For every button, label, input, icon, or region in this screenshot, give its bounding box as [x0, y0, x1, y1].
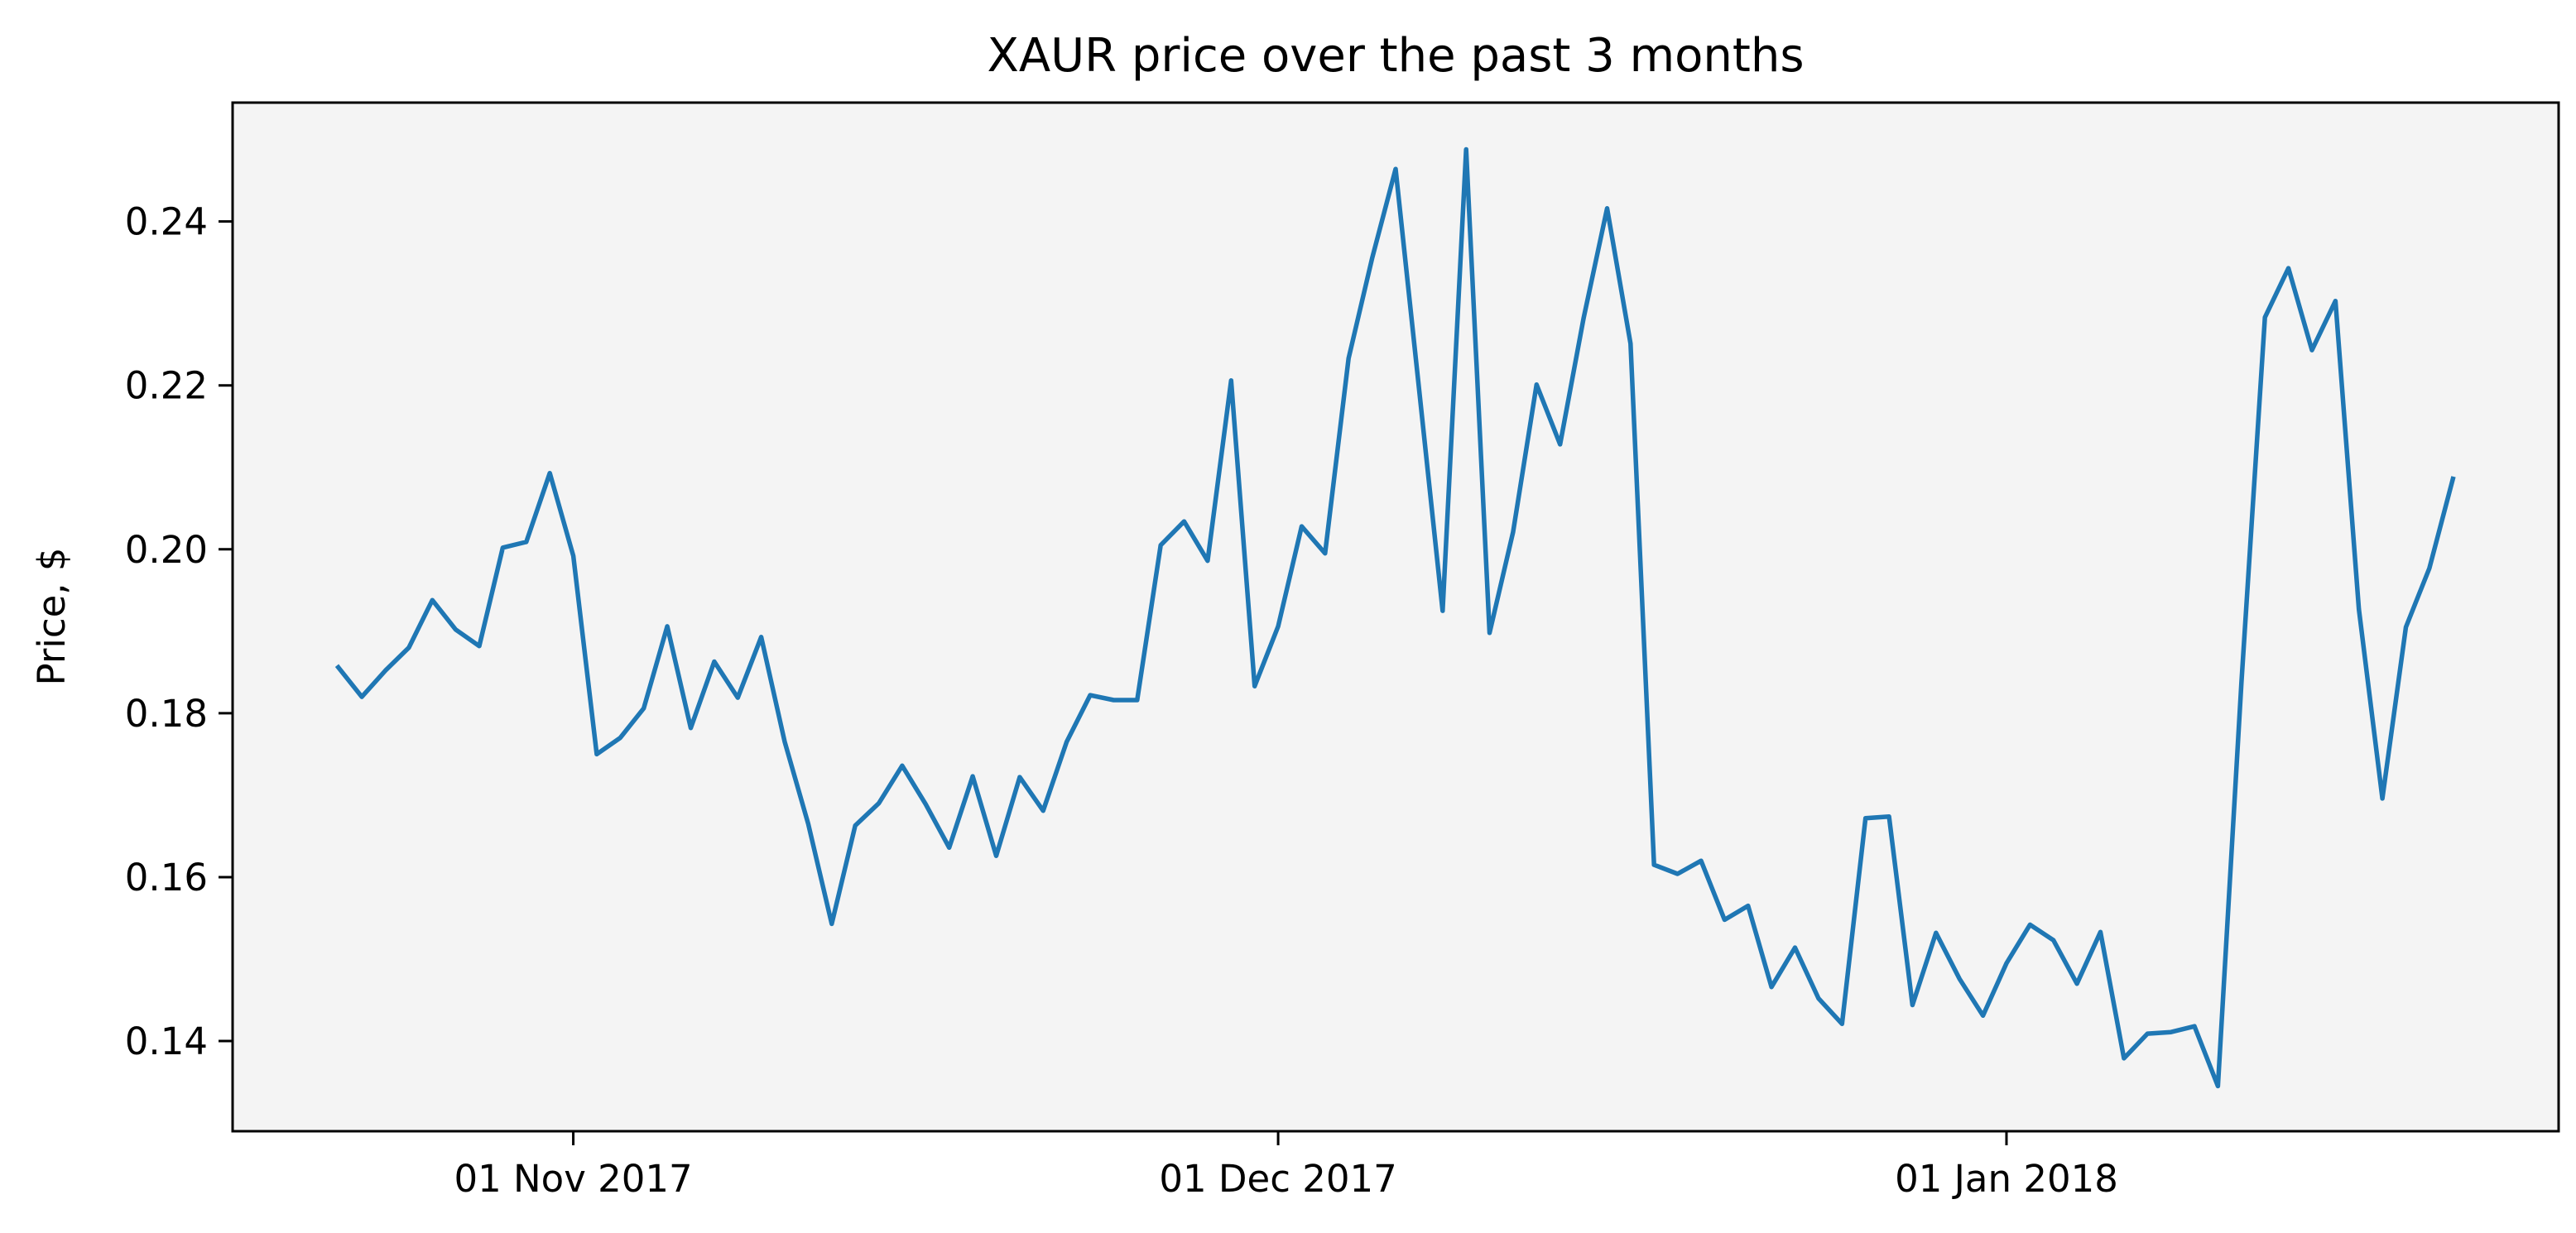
y-tick-label: 0.24 — [125, 200, 208, 244]
plot-frame — [231, 101, 2560, 1133]
chart-title: XAUR price over the past 3 months — [987, 29, 1804, 83]
y-tick-label: 0.22 — [125, 364, 208, 408]
y-axis: 0.14 0.16 0.18 0.20 0.22 0.24 — [125, 200, 233, 1063]
x-tick-label: 01 Nov 2017 — [454, 1157, 692, 1201]
y-axis-label: Price, $ — [30, 547, 74, 685]
series-line — [334, 146, 2456, 1089]
y-tick-label: 0.14 — [125, 1020, 208, 1063]
y-tick-label: 0.20 — [125, 528, 208, 572]
y-tick-label: 0.16 — [125, 856, 208, 900]
x-tick-label: 01 Dec 2017 — [1159, 1157, 1396, 1201]
plot-area — [233, 103, 2559, 1131]
x-tick-label: 01 Jan 2018 — [1895, 1157, 2118, 1201]
y-tick-label: 0.18 — [125, 692, 208, 736]
x-axis: 01 Nov 2017 01 Dec 2017 01 Jan 2018 — [454, 1131, 2118, 1201]
